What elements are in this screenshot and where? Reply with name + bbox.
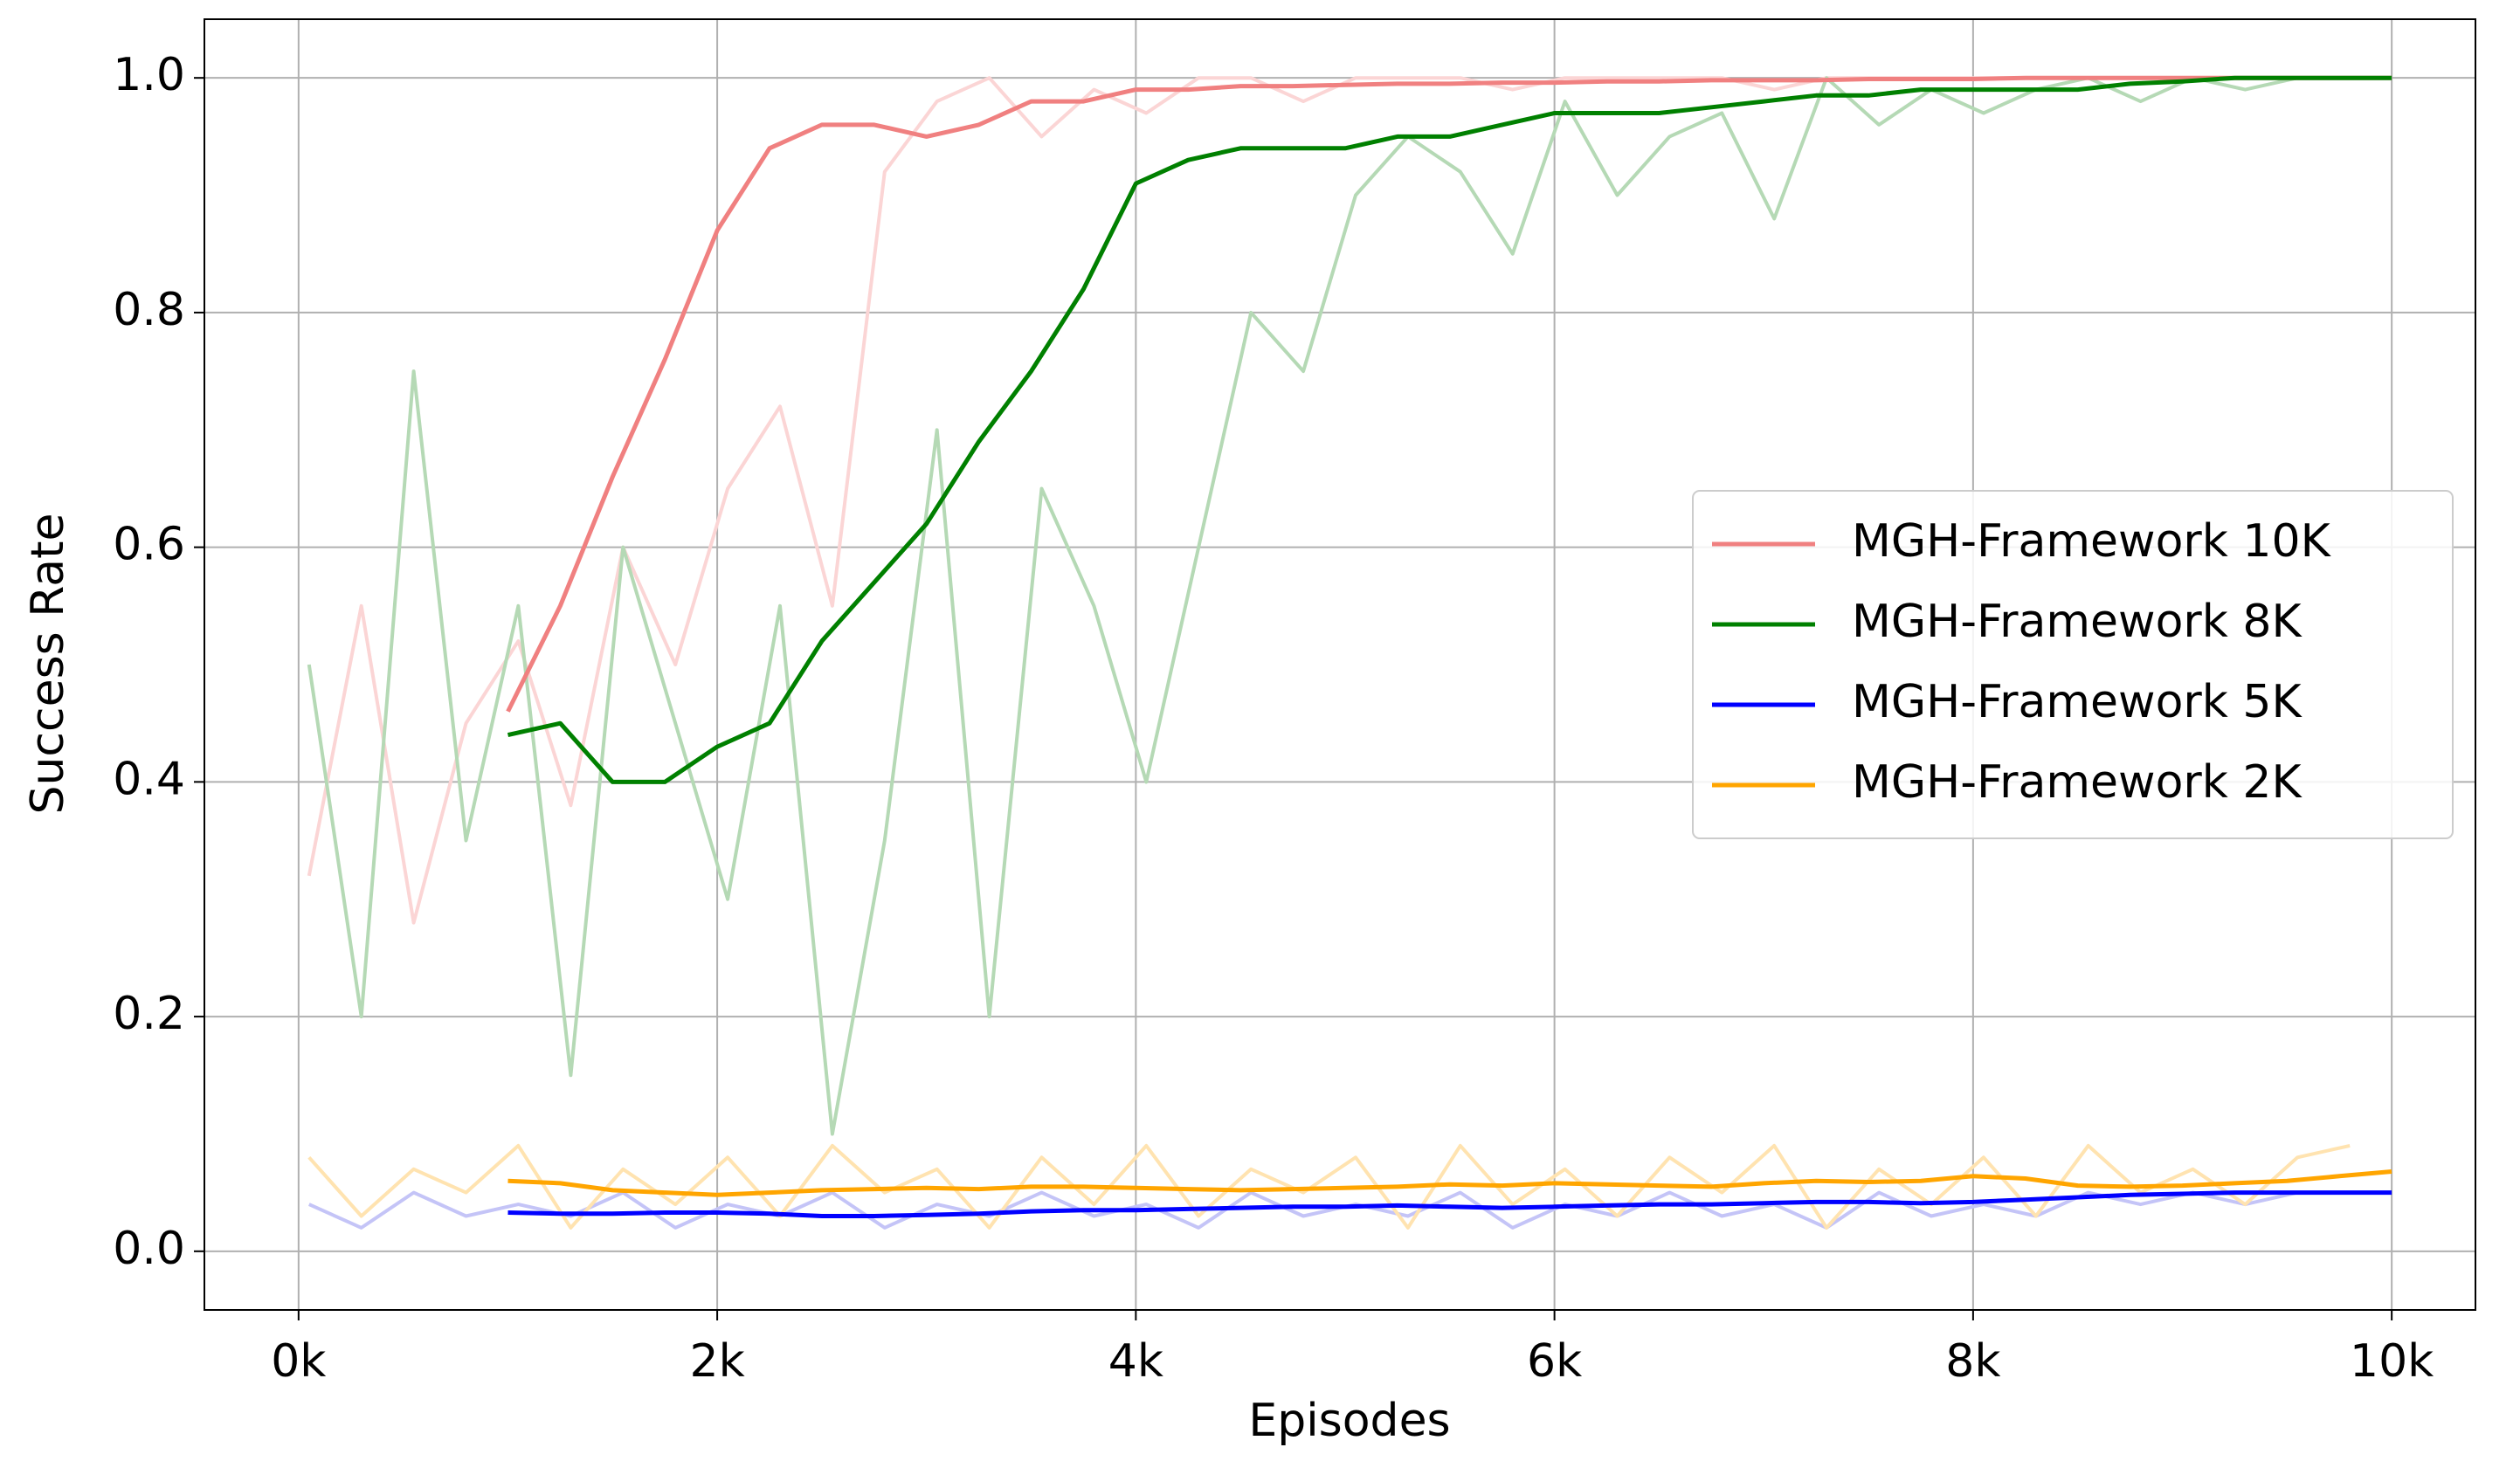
legend: MGH-Framework 10K MGH-Framework 8K MGH-Fra… [1692,490,2454,839]
y-tick-label: 0.0 [113,1223,185,1275]
x-axis-label: Episodes [1248,1395,1450,1447]
x-tick-label: 2k [689,1335,744,1388]
x-tick-label: 10k [2350,1335,2434,1388]
raw-line [307,76,2351,1136]
x-tick-label: 0k [271,1335,326,1388]
raw-line [307,1190,2351,1230]
y-tick-label: 1.0 [113,49,185,101]
x-tick-label: 8k [1945,1335,2000,1388]
x-tick-label: 6k [1527,1335,1582,1388]
legend-label: MGH-Framework 2K [1852,756,2303,809]
y-tick-label: 0.8 [113,284,185,336]
legend-label: MGH-Framework 5K [1852,676,2303,728]
y-tick-label: 0.6 [113,519,185,571]
line [506,75,2392,713]
y-tick-label: 0.4 [113,753,185,805]
legend-label: MGH-Framework 8K [1852,596,2303,648]
legend-frame [1692,490,2454,839]
x-tick-label: 4k [1108,1335,1163,1388]
y-axis-label: Success Rate [22,513,74,814]
line [507,75,2392,784]
plot-frame [204,18,2476,1311]
legend-label: MGH-Framework 10K [1852,515,2332,568]
line [507,1169,2392,1197]
y-tick-label: 0.2 [113,988,185,1040]
raw-line [307,1143,2351,1230]
line [507,1190,2392,1218]
